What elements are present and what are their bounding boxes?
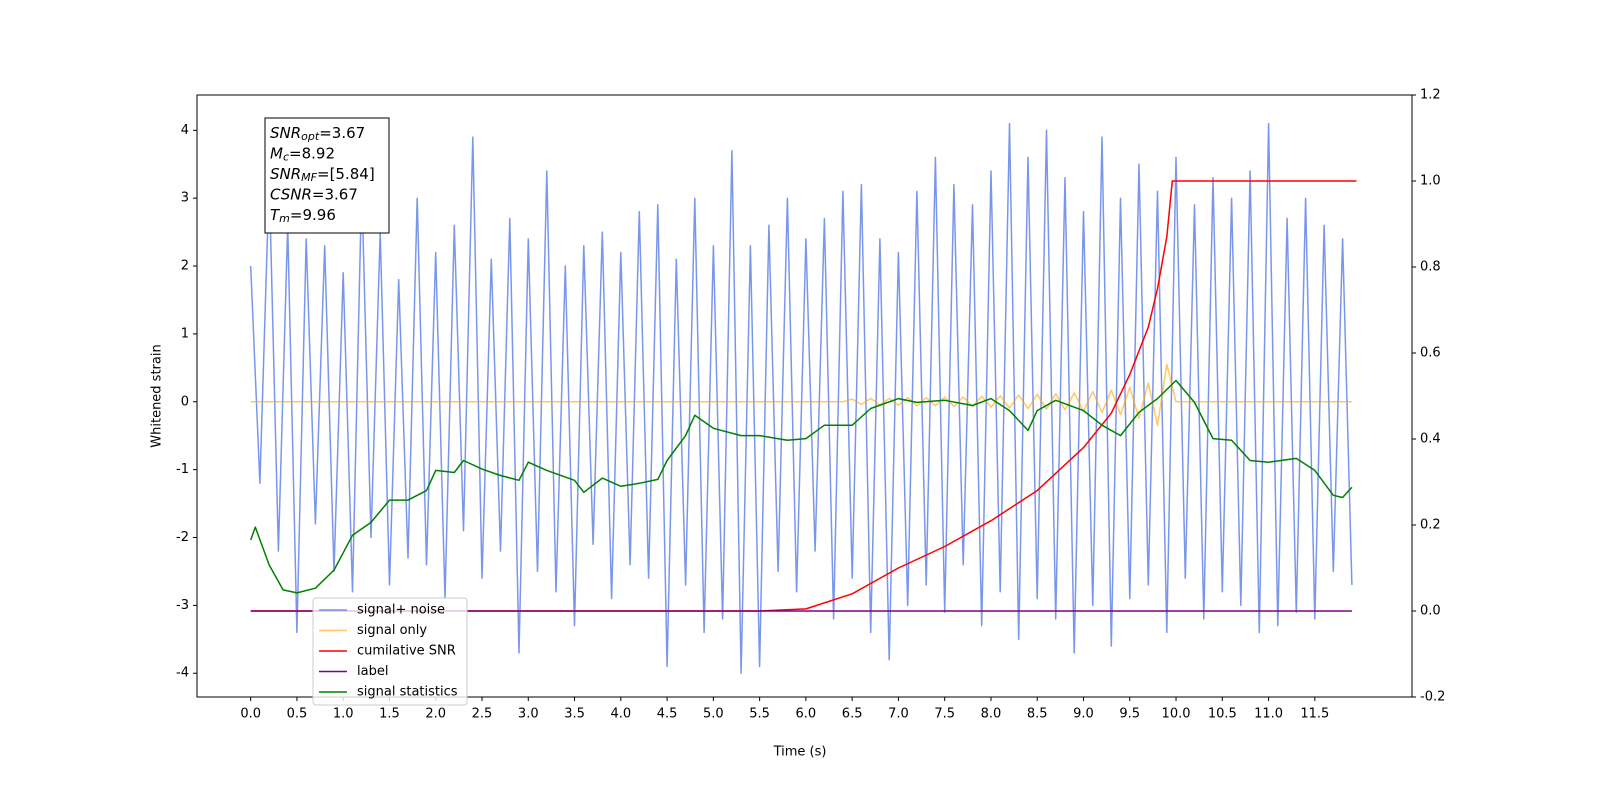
- y2-tick-label: 0.0: [1420, 604, 1441, 619]
- x-tick-label: 7.5: [934, 707, 955, 722]
- annotation-line: Tm=9.96: [270, 206, 336, 226]
- y2-tick-label: -0.2: [1420, 690, 1445, 705]
- annotation-subscript: MF: [301, 171, 317, 184]
- y-tick-label: -4: [176, 666, 189, 681]
- y2-tick-label: 1.0: [1420, 174, 1441, 189]
- y2-tick-label: 0.2: [1420, 518, 1441, 533]
- x-tick-label: 2.5: [472, 707, 493, 722]
- series-line: [249, 379, 1353, 594]
- series-line: [250, 363, 1352, 427]
- x-axis-label: Time (s): [773, 745, 827, 760]
- annotation-subscript: c: [283, 151, 289, 164]
- annotation-symbol: M: [270, 144, 283, 162]
- x-tick-label: 9.5: [1119, 707, 1140, 722]
- y-tick-label: -2: [176, 530, 189, 545]
- annotation-subscript: opt: [301, 130, 320, 143]
- annotation-line: SNRMF=[5.84]: [270, 165, 375, 185]
- annotation-symbol: SNR: [270, 165, 301, 183]
- x-tick-label: 9.0: [1073, 707, 1094, 722]
- x-tick-label: 11.5: [1300, 707, 1329, 722]
- x-tick-label: 6.0: [796, 707, 817, 722]
- annotation-value: =3.67: [312, 185, 358, 203]
- annotation-line: CSNR=3.67: [270, 185, 358, 203]
- y2-tick-label: 0.6: [1420, 346, 1441, 361]
- annotation-value: =8.92: [289, 144, 335, 162]
- x-tick-label: 11.0: [1254, 707, 1283, 722]
- y-tick-label: -1: [176, 462, 189, 477]
- y-tick-label: 1: [181, 326, 189, 341]
- y-tick-label: 4: [181, 123, 189, 138]
- x-tick-label: 3.5: [564, 707, 585, 722]
- series-line: [249, 122, 1353, 674]
- x-tick-label: 5.0: [703, 707, 724, 722]
- annotation-line: SNRopt=3.67: [270, 124, 365, 144]
- x-tick-label: 8.5: [1027, 707, 1048, 722]
- x-tick-label: 8.0: [981, 707, 1002, 722]
- x-tick-label: 5.5: [749, 707, 770, 722]
- y2-tick-label: 0.8: [1420, 260, 1441, 275]
- annotation-value: =[5.84]: [317, 165, 375, 183]
- legend-label: signal statistics: [357, 685, 458, 700]
- axes-frame: [196, 94, 1413, 698]
- y-tick-label: 0: [181, 394, 189, 409]
- series-line: [250, 180, 1357, 612]
- legend-label: label: [357, 664, 388, 679]
- x-tick-label: 6.5: [842, 707, 863, 722]
- x-tick-label: 3.0: [518, 707, 539, 722]
- annotation-value: =9.96: [290, 206, 336, 224]
- y-tick-label: -3: [176, 598, 189, 613]
- x-tick-label: 1.0: [333, 707, 354, 722]
- legend-label: signal+ noise: [357, 603, 445, 618]
- x-tick-label: 2.0: [425, 707, 446, 722]
- x-tick-label: 4.5: [657, 707, 678, 722]
- x-tick-label: 4.0: [610, 707, 631, 722]
- y-tick-label: 2: [181, 259, 189, 274]
- annotation-value: =3.67: [319, 124, 365, 142]
- x-tick-label: 7.0: [888, 707, 909, 722]
- y-tick-label: 3: [181, 191, 189, 206]
- annotation-symbol: CSNR: [270, 185, 312, 203]
- x-tick-label: 1.5: [379, 707, 400, 722]
- legend-label: signal only: [357, 623, 427, 638]
- annotation-line: Mc=8.92: [270, 144, 335, 164]
- x-tick-label: 10.5: [1208, 707, 1237, 722]
- y2-tick-label: 1.2: [1420, 88, 1441, 103]
- annotation-subscript: m: [279, 212, 290, 225]
- annotation-box: [264, 117, 390, 234]
- annotation-symbol: T: [270, 206, 281, 224]
- y-axis-label: Whitened strain: [150, 344, 165, 447]
- y2-tick-label: 0.4: [1420, 432, 1441, 447]
- x-tick-label: 0.5: [287, 707, 308, 722]
- x-tick-label: 10.0: [1162, 707, 1191, 722]
- legend-label: cumilative SNR: [357, 644, 456, 659]
- annotation-symbol: SNR: [270, 124, 301, 142]
- legend-box: [312, 597, 468, 706]
- x-tick-label: 0.0: [240, 707, 261, 722]
